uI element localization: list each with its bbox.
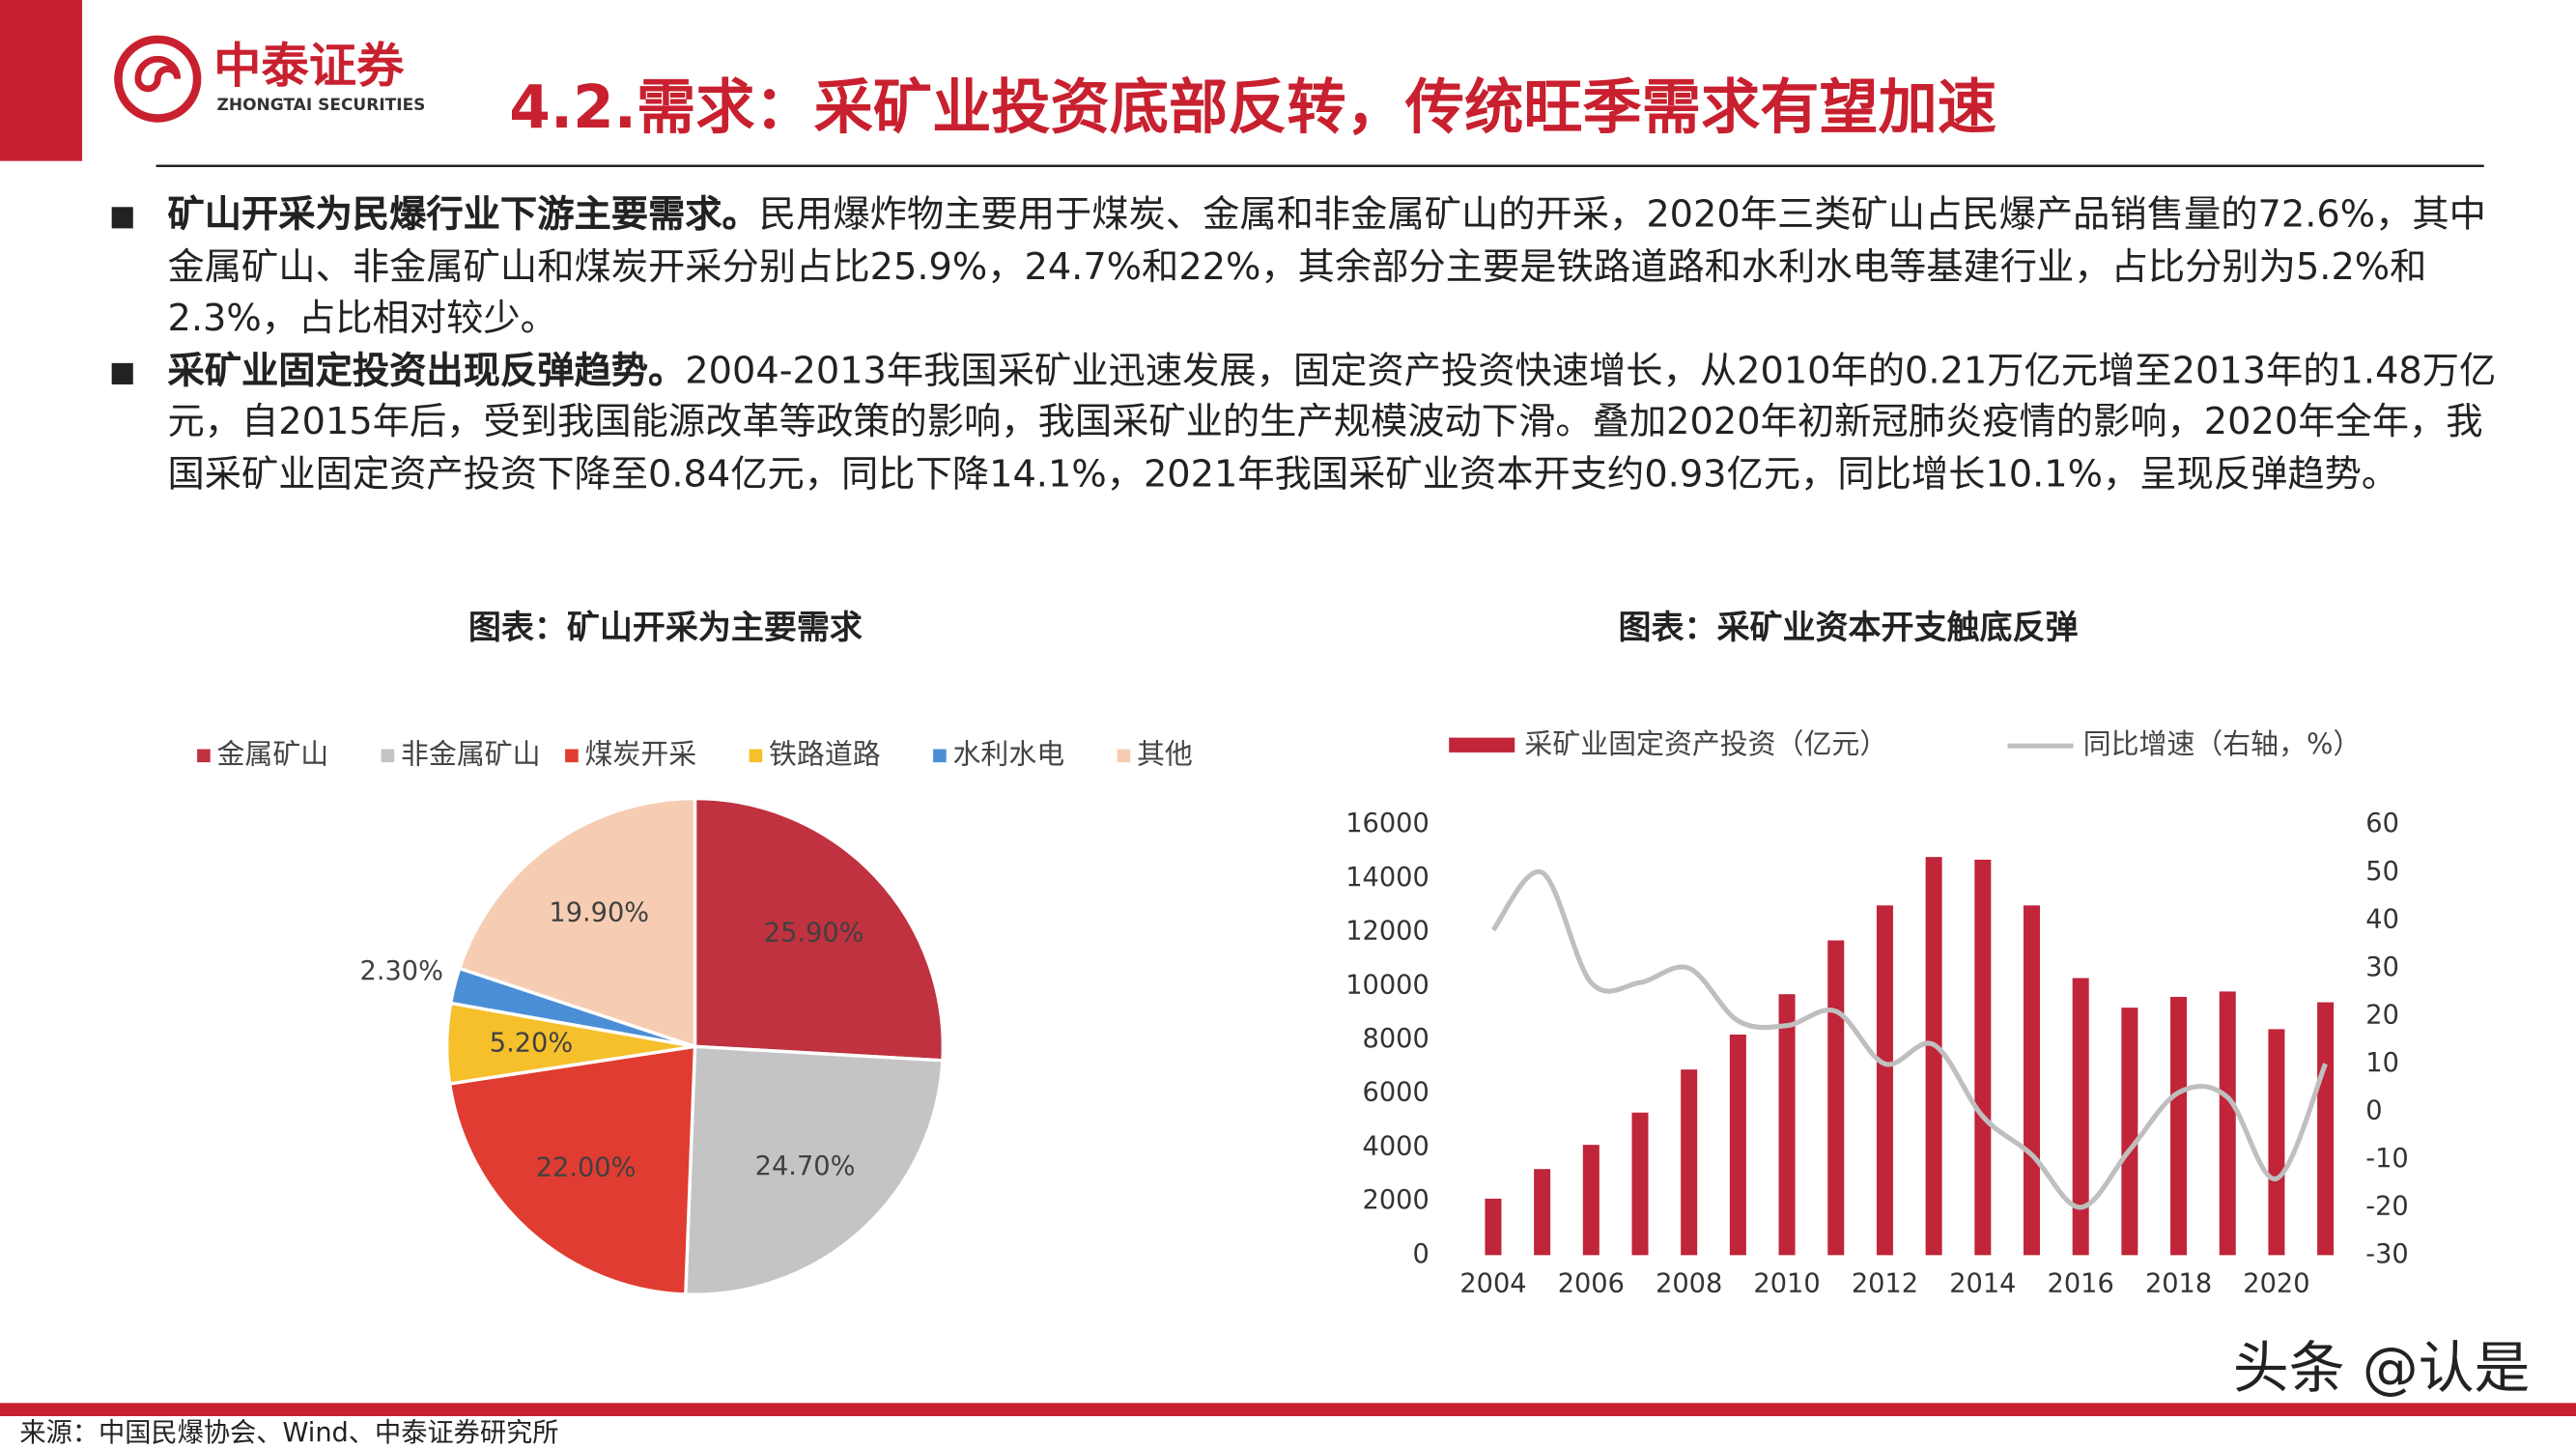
bar	[2121, 1008, 2138, 1256]
y-tick-label: 4000	[1363, 1131, 1430, 1161]
legend-label: 非金属矿山	[401, 737, 541, 770]
x-tick-label: 2012	[1852, 1268, 1918, 1298]
value-label: 19.90%	[549, 897, 649, 927]
bar	[2170, 996, 2188, 1256]
pie-slice	[693, 796, 946, 1063]
x-tick-label: 2008	[1656, 1268, 1722, 1298]
y2-tick-label: 50	[2365, 857, 2399, 887]
bar	[1582, 1145, 1599, 1256]
pie-slice	[447, 1044, 697, 1296]
y2-tick-label: 0	[2365, 1095, 2382, 1125]
bar	[2317, 1002, 2335, 1256]
legend-label: 金属矿山	[217, 737, 329, 770]
bar	[1778, 994, 1796, 1256]
chart-title: 图表：矿山开采为主要需求	[468, 609, 863, 647]
value-label: 2.30%	[360, 956, 443, 986]
pie-slice	[457, 796, 697, 1049]
bullet-lead: 矿山开采为民爆行业下游主要需求。	[167, 193, 759, 237]
x-tick-label: 2020	[2243, 1268, 2309, 1298]
bar	[2219, 991, 2236, 1256]
bullet: 采矿业固定投资出现反弹趋势。2004-2013年我国采矿业迅速发展，固定资产投资…	[108, 346, 2513, 501]
legend-label: 铁路道路	[769, 737, 881, 770]
bar	[2072, 978, 2089, 1256]
bar	[1974, 859, 1992, 1256]
bar	[2268, 1029, 2285, 1256]
y2-tick-label: -20	[2365, 1191, 2408, 1221]
pie-slice	[684, 1044, 945, 1296]
bullet-text: 2004-2013年我国采矿业迅速发展，固定资产投资快速增长，从2010年的0.…	[167, 349, 2497, 496]
legend-label: 采矿业固定资产投资（亿元）	[1524, 727, 1887, 760]
logo-mark	[134, 55, 182, 93]
x-tick-label: 2004	[1459, 1268, 1526, 1298]
y2-tick-label: 30	[2365, 952, 2399, 982]
y2-tick-label: 10	[2365, 1048, 2399, 1078]
legend-label: 煤炭开采	[585, 737, 697, 770]
legend-swatch	[933, 749, 947, 763]
corner-block	[0, 0, 83, 161]
logo-subtext: ZHONGTAI SECURITIES	[217, 96, 426, 115]
bar	[1925, 857, 1942, 1256]
legend-swatch	[1449, 737, 1515, 753]
y-tick-label: 10000	[1345, 970, 1430, 1000]
bullet-lead: 采矿业固定投资出现反弹趋势。	[167, 349, 686, 392]
y-tick-label: 6000	[1363, 1078, 1430, 1108]
bar	[1681, 1069, 1698, 1256]
bar	[1876, 905, 1893, 1256]
bullet-text: 民用爆炸物主要用于煤炭、金属和非金属矿山的开采，2020年三类矿山占民爆产品销售…	[167, 193, 2486, 341]
value-label: 24.70%	[755, 1151, 856, 1181]
legend-swatch	[565, 749, 579, 763]
chart-title: 图表：采矿业资本开支触底反弹	[1618, 609, 2078, 647]
line-series	[1490, 868, 2328, 1210]
legend-swatch	[197, 749, 211, 763]
legend-swatch	[381, 749, 395, 763]
x-tick-label: 2006	[1558, 1268, 1625, 1298]
y-tick-label: 16000	[1345, 809, 1430, 838]
bar	[1485, 1198, 1502, 1256]
bullet: 矿山开采为民爆行业下游主要需求。民用爆炸物主要用于煤炭、金属和非金属矿山的开采，…	[108, 190, 2513, 346]
x-tick-label: 2016	[2048, 1268, 2114, 1298]
value-label: 25.90%	[764, 918, 864, 948]
legend-label: 其他	[1137, 737, 1193, 770]
watermark: 头条 @认是	[2233, 1335, 2530, 1401]
y-tick-label: 0	[1412, 1239, 1429, 1269]
y-tick-label: 2000	[1363, 1185, 1430, 1215]
y2-tick-label: -10	[2365, 1144, 2408, 1174]
y2-tick-label: 40	[2365, 904, 2399, 934]
x-tick-label: 2018	[2145, 1268, 2212, 1298]
bar	[1827, 940, 1845, 1256]
y-tick-label: 12000	[1345, 917, 1430, 947]
y-tick-label: 8000	[1363, 1024, 1430, 1054]
legend-label: 水利水电	[953, 737, 1065, 770]
bar	[1631, 1112, 1649, 1256]
y2-tick-label: -30	[2365, 1239, 2408, 1269]
legend-label: 同比增速（右轴，%）	[2083, 727, 2362, 760]
page-title: 4.2.需求：采矿业投资底部反转，传统旺季需求有望加速	[509, 73, 1996, 142]
bullets: 矿山开采为民爆行业下游主要需求。民用爆炸物主要用于煤炭、金属和非金属矿山的开采，…	[108, 190, 2513, 500]
x-tick-label: 2010	[1753, 1268, 1820, 1298]
source-note: 来源：中国民爆协会、Wind、中泰证券研究所	[19, 1418, 558, 1448]
y-tick-label: 14000	[1345, 863, 1430, 893]
legend-swatch	[1117, 749, 1131, 763]
logo-text: 中泰证券	[213, 38, 405, 94]
bar	[1534, 1169, 1551, 1256]
bar	[2023, 905, 2041, 1256]
logo-ring	[114, 35, 202, 123]
x-tick-label: 2014	[1949, 1268, 2016, 1298]
y2-tick-label: 60	[2365, 809, 2399, 838]
bar	[1729, 1034, 1746, 1256]
y2-tick-label: 20	[2365, 1000, 2399, 1030]
value-label: 22.00%	[536, 1152, 637, 1182]
value-label: 5.20%	[490, 1029, 573, 1059]
legend-swatch	[749, 749, 763, 763]
